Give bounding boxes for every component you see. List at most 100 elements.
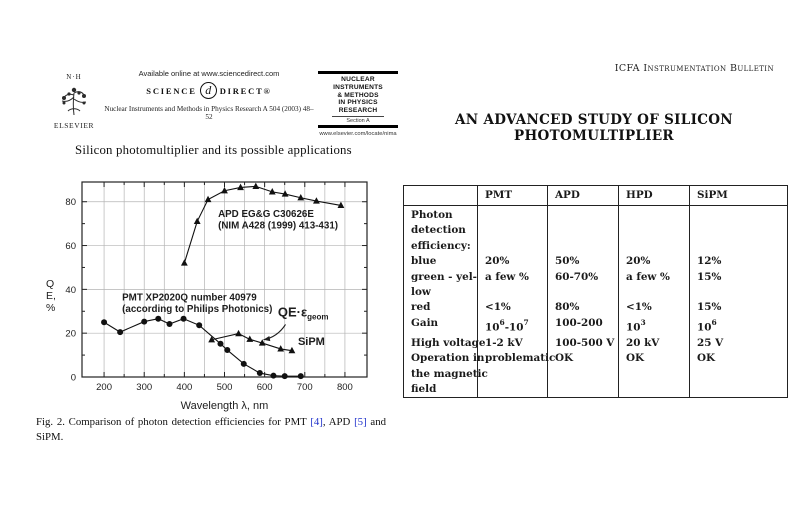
- journal-box: NUCLEAR INSTRUMENTS & METHODS IN PHYSICS RES…: [318, 71, 398, 137]
- table-column-header: PMT: [477, 185, 548, 206]
- sciencedirect-logo: SCIENCE d DIRECT®: [104, 82, 314, 99]
- table-cell: 15%: [689, 300, 788, 316]
- table-cell: 100-200: [547, 315, 619, 336]
- row-label-line: field: [411, 382, 437, 395]
- table-cell: 1-2 kV: [477, 335, 548, 352]
- citation-ref[interactable]: [4]: [310, 416, 323, 428]
- marker-PMT: [196, 322, 203, 329]
- marker-SiPM: [246, 335, 254, 342]
- marker-APD: [313, 197, 320, 204]
- comparison-table-head: PMT APD HPD SiPM: [403, 185, 788, 206]
- marker-APD: [337, 201, 345, 209]
- pde-comparison-chart: 200 300 400 500 600 700 800 0 20 40 60 80 QE,% Wavele…: [46, 181, 368, 412]
- marker-PMT: [281, 373, 288, 380]
- marker-PMT: [180, 315, 187, 322]
- y-tick-label: 40: [65, 285, 76, 296]
- paper-header-center: Available online at www.sciencedirect.co…: [104, 69, 314, 121]
- chart-annotation: SiPM: [298, 336, 325, 348]
- row-label: High voltage: [403, 335, 486, 352]
- marker-PMT: [217, 340, 224, 347]
- table-cell: OK: [618, 351, 690, 398]
- table-cell: 106: [689, 315, 788, 336]
- row-label-line: efficiency:: [411, 239, 471, 252]
- x-tick-label: 400: [176, 382, 192, 393]
- x-axis-label: Wavelength λ, nm: [181, 400, 269, 412]
- table-cell: OK: [689, 351, 788, 398]
- marker-APD: [237, 183, 244, 191]
- marker-SiPM: [258, 339, 266, 346]
- marker-PMT: [101, 319, 108, 326]
- marker-PMT: [297, 373, 304, 380]
- table-cell: 103: [618, 315, 690, 336]
- row-label: Gain: [403, 315, 478, 336]
- bulletin-header: ICFA Instrumentation Bulletin: [614, 63, 774, 74]
- chart-series-PMT: [103, 318, 301, 377]
- table-cell: [547, 205, 619, 255]
- caption-text: Fig. 2. Comparison of photon detection e…: [36, 416, 311, 428]
- row-label: red: [403, 300, 478, 316]
- paper-title: Silicon photomultiplier and its possible…: [75, 143, 352, 157]
- y-tick-label: 0: [71, 373, 76, 384]
- marker-PMT: [166, 320, 173, 327]
- marker-PMT: [224, 347, 231, 354]
- table-row: Photon detection efficiency:: [403, 205, 788, 255]
- row-label-line: blue: [411, 255, 437, 268]
- comparison-table: PMT APD HPD SiPM Photon detection efficiency:…: [403, 185, 788, 399]
- marker-PMT: [240, 360, 247, 367]
- journal-url: www.elsevier.com/locate/nima: [319, 130, 397, 137]
- table-cell: 25 V: [689, 335, 788, 352]
- row-label-line: Gain: [411, 316, 439, 329]
- marker-PMT: [155, 315, 162, 322]
- y-tick-label: 80: [65, 197, 76, 208]
- table-row: Gain 106-107 100-200 103 106: [403, 315, 788, 336]
- y-tick-label: 60: [65, 241, 76, 252]
- marker-PMT: [270, 372, 277, 379]
- marker-SiPM: [208, 335, 216, 343]
- marker-PMT: [141, 318, 148, 325]
- row-label-line: the magnetic: [411, 367, 488, 380]
- row-label-line: High voltage: [411, 336, 486, 349]
- table-row: blue 20% 50% 20% 12%: [403, 254, 788, 270]
- row-label: blue: [403, 254, 478, 270]
- table-cell: 12%: [689, 254, 788, 270]
- marker-APD: [297, 193, 305, 201]
- marker-SiPM: [277, 345, 285, 352]
- table-cell: <1%: [618, 300, 690, 316]
- marker-APD: [268, 188, 276, 195]
- table-cell: OK: [547, 351, 619, 398]
- table-row: Operation in the magnetic field problematic…: [403, 351, 788, 398]
- y-axis-label: E,: [46, 290, 56, 302]
- journal-reference-line: Nuclear Instruments and Methods in Physi…: [104, 105, 314, 121]
- table-cell: 20%: [618, 254, 690, 270]
- table-cell: 60-70%: [547, 269, 619, 301]
- caption-text: and SiPM.: [36, 416, 386, 443]
- journal-box-line: NUCLEAR: [341, 76, 375, 83]
- marker-APD: [252, 182, 260, 189]
- row-label-line: red: [411, 301, 431, 314]
- table-column-header: SiPM: [689, 185, 788, 206]
- table-cell: [618, 205, 690, 255]
- elsevier-wordmark: ELSEVIER: [53, 121, 95, 130]
- table-cell: a few %: [618, 269, 690, 301]
- table-cell: 20 kV: [618, 335, 690, 352]
- chart-annotation: (according to Philips Photonics): [122, 304, 272, 315]
- row-label-line: Photon: [411, 209, 453, 221]
- chart-annotation: QE·εgeom: [278, 305, 329, 322]
- elsevier-monogram: N·H: [66, 73, 82, 81]
- journal-box-line: INSTRUMENTS: [333, 83, 383, 91]
- row-label-line: Operation in: [411, 352, 485, 365]
- table-cell: 50%: [547, 254, 619, 270]
- table-cell: [477, 205, 548, 255]
- figure-2-chart: 200 300 400 500 600 700 800 0 20 40 60 80 Q E,% Wavele…: [38, 176, 383, 414]
- citation-ref[interactable]: [5]: [354, 416, 367, 428]
- table-cell: problematic: [477, 351, 555, 398]
- y-axis-label: %: [46, 302, 55, 314]
- x-tick-label: 600: [257, 382, 273, 393]
- table-row: red <1% 80% <1% 15%: [403, 300, 788, 316]
- table-column-header: HPD: [618, 185, 690, 206]
- article-title-line2: PHOTOMULTIPLIER: [514, 128, 674, 144]
- marker-APD: [193, 217, 201, 225]
- annotation-arrowhead: [263, 335, 271, 342]
- marker-APD: [180, 259, 188, 266]
